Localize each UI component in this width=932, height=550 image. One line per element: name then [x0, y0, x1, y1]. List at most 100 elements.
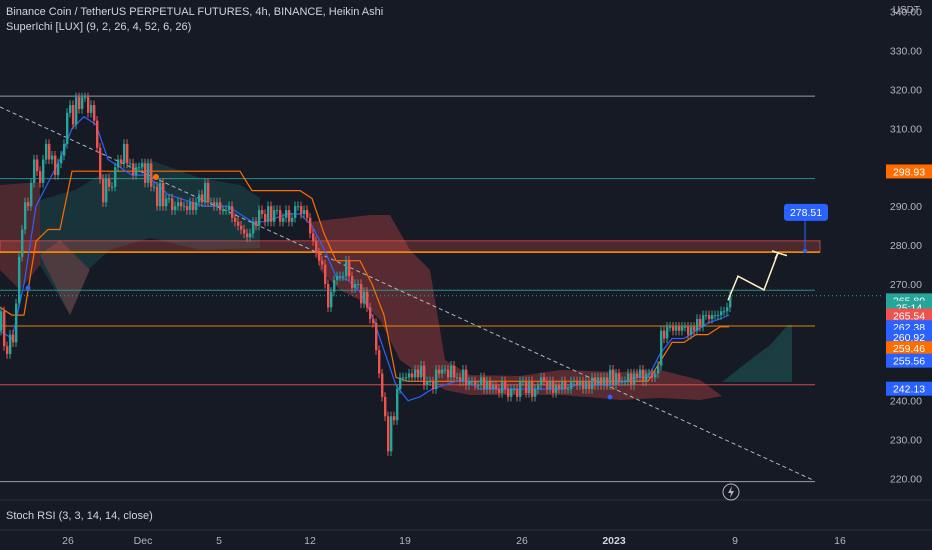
price-axis[interactable]: 340.00330.00320.00310.00300.00290.00280.… — [890, 7, 922, 486]
candle — [576, 381, 578, 385]
candle — [537, 385, 539, 389]
candle — [456, 377, 458, 378]
candle — [612, 370, 614, 386]
candle — [207, 183, 209, 202]
candle — [420, 366, 422, 378]
candle — [429, 381, 431, 382]
candle — [699, 319, 701, 327]
price-badge-label: 255.56 — [893, 356, 925, 368]
candle — [108, 179, 110, 187]
candle — [579, 381, 581, 385]
candle — [27, 202, 29, 206]
candle — [633, 374, 635, 386]
candle — [438, 370, 440, 374]
candle — [9, 335, 11, 354]
candle — [609, 370, 611, 386]
candle — [297, 206, 299, 207]
resistance-zone — [0, 241, 820, 252]
candle — [348, 261, 350, 277]
candle — [444, 370, 446, 371]
candle — [153, 187, 155, 188]
candle — [360, 284, 362, 303]
x-tick-label: 26 — [516, 535, 528, 547]
indicator-label[interactable]: SuperIchi [LUX] (9, 2, 26, 4, 52, 6, 26) — [6, 21, 191, 33]
candle — [252, 222, 254, 234]
price-badge-label: 298.93 — [893, 166, 925, 178]
candle — [30, 183, 32, 206]
candle — [117, 160, 119, 168]
candle — [39, 171, 41, 183]
oscillator-label[interactable]: Stoch RSI (3, 3, 14, 14, close) — [6, 510, 153, 522]
candle — [468, 381, 470, 385]
candle — [18, 257, 20, 304]
candle — [60, 156, 62, 164]
candle — [663, 331, 665, 339]
candle — [606, 377, 608, 385]
candle — [165, 198, 167, 206]
candle — [78, 97, 80, 109]
candle — [483, 377, 485, 389]
lightning-icon[interactable] — [723, 484, 739, 500]
candle — [336, 276, 338, 280]
currency-label: USDT — [893, 5, 920, 16]
candle — [210, 202, 212, 203]
y-tick-label: 280.00 — [890, 240, 922, 252]
time-axis[interactable]: 26 Dec 5 12 19 26 2023 9 16 — [62, 535, 846, 547]
x-tick-label: 5 — [216, 535, 222, 547]
candle — [186, 206, 188, 210]
candle — [681, 327, 683, 331]
chart-title: Binance Coin / TetherUS PERPETUAL FUTURE… — [6, 6, 383, 18]
candle — [315, 241, 317, 253]
candle — [441, 370, 443, 374]
price-badge-label: 242.13 — [893, 384, 925, 396]
candle — [672, 327, 674, 331]
candle — [225, 210, 227, 211]
candle — [339, 276, 341, 277]
candle — [219, 202, 221, 210]
horizontal-levels — [0, 96, 884, 482]
candle — [12, 335, 14, 343]
candle — [354, 284, 356, 288]
candle — [447, 370, 449, 378]
candle — [246, 233, 248, 237]
ichimoku-cloud — [0, 160, 792, 400]
y-tick-label: 220.00 — [890, 474, 922, 486]
candle — [489, 381, 491, 389]
candle — [603, 377, 605, 385]
y-tick-label: 310.00 — [890, 123, 922, 135]
candle — [522, 381, 524, 382]
candle — [477, 385, 479, 386]
candle — [120, 160, 122, 164]
candle — [378, 350, 380, 373]
candle — [465, 370, 467, 386]
candle — [201, 195, 203, 203]
candle — [75, 97, 77, 124]
candle — [3, 311, 5, 346]
candle — [135, 167, 137, 175]
candle — [570, 381, 572, 389]
candle — [312, 233, 314, 241]
candle — [642, 370, 644, 382]
candle — [516, 389, 518, 397]
candle — [564, 381, 566, 389]
price-badge-label: 259.46 — [893, 343, 925, 355]
candle — [390, 416, 392, 451]
candle — [213, 202, 215, 206]
candle — [453, 366, 455, 378]
candle — [648, 374, 650, 375]
candle — [81, 97, 83, 109]
candle — [594, 377, 596, 385]
candle — [54, 156, 56, 175]
candle — [591, 377, 593, 389]
candle — [288, 210, 290, 222]
candle — [684, 327, 686, 328]
candle — [300, 206, 302, 214]
candle — [345, 261, 347, 277]
candle — [180, 202, 182, 206]
candle — [264, 214, 266, 222]
candle — [717, 315, 719, 316]
candle — [645, 374, 647, 382]
candle — [6, 346, 8, 354]
candle — [381, 374, 383, 397]
